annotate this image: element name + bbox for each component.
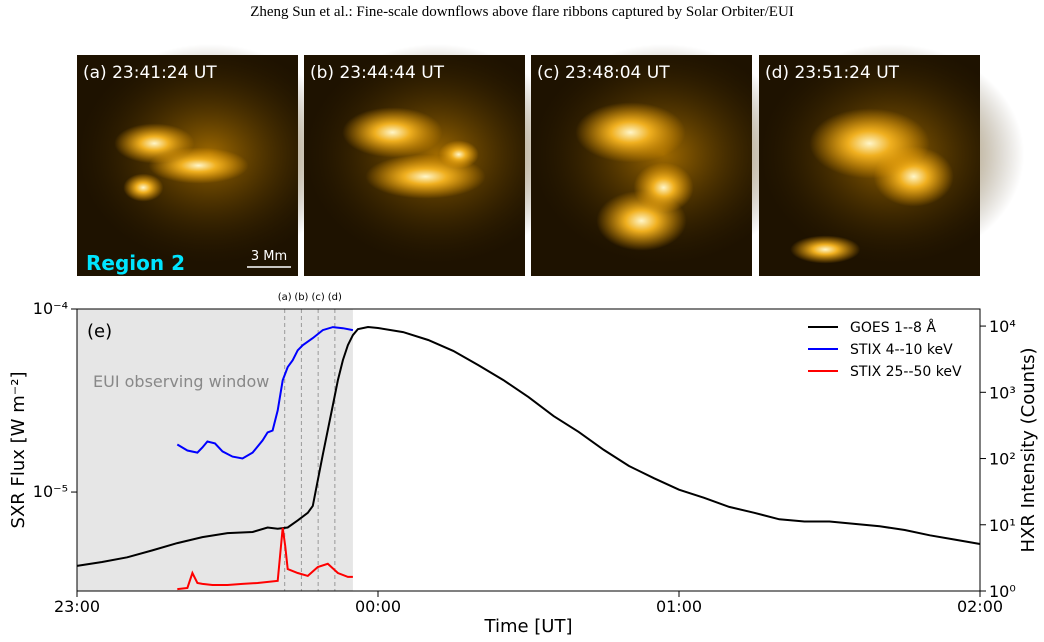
series-line <box>76 325 981 567</box>
marker-label: (d) <box>328 292 342 303</box>
eui-window-shade <box>77 309 353 591</box>
panel-label: (c) 23:48:04 UT <box>537 63 670 83</box>
image-bright <box>790 235 861 264</box>
x-tick-label: 23:00 <box>54 597 100 616</box>
y-tick-label: 10⁻⁵ <box>33 482 68 501</box>
panel-label: (b) 23:44:44 UT <box>310 63 445 83</box>
image-panel: (b) 23:44:44 UT <box>304 43 570 276</box>
image-bright <box>809 108 930 179</box>
image-haze <box>304 43 570 265</box>
annotation: EUI observing window <box>93 372 269 391</box>
image-panel: (a) 23:41:24 UT <box>77 43 343 276</box>
y2-tick-label: 10⁴ <box>989 317 1016 336</box>
x-tick-label: 02:00 <box>957 597 1003 616</box>
image-bright <box>123 173 164 202</box>
legend-label: STIX 25--50 keV <box>850 364 962 380</box>
x-axis-label: Time [UT] <box>484 616 573 637</box>
image-bright <box>633 162 694 213</box>
image-bright <box>438 140 479 169</box>
image-bright <box>342 107 443 158</box>
image-panel: (d) 23:51:24 UT <box>759 43 1025 276</box>
image-bright <box>148 147 249 184</box>
scale-bar-label: 3 Mm <box>251 249 287 264</box>
marker-label: (b) <box>294 292 308 303</box>
legend-label: STIX 4--10 keV <box>850 342 953 358</box>
marker-label: (a) <box>278 292 292 303</box>
x-tick-label: 00:00 <box>355 597 401 616</box>
y-axis-label: SXR Flux [W m⁻²] <box>8 372 29 529</box>
y-tick-label: 10⁻⁴ <box>33 299 68 318</box>
y2-tick-label: 10¹ <box>989 516 1016 535</box>
y2-axis-label: HXR Intensity (Counts) <box>1018 347 1039 552</box>
legend-label: GOES 1--8 Å <box>850 319 936 336</box>
panel-label: (e) <box>87 321 112 342</box>
image-panel: (c) 23:48:04 UT <box>531 43 797 276</box>
series-line <box>176 326 354 460</box>
y2-tick-label: 10⁰ <box>989 582 1016 601</box>
header-title: Zheng Sun et al.: Fine-scale downflows a… <box>250 4 794 20</box>
region-label: Region 2 <box>86 251 185 275</box>
marker-label: (c) <box>311 292 324 303</box>
x-tick-label: 01:00 <box>656 597 702 616</box>
panel-label: (d) 23:51:24 UT <box>765 63 900 83</box>
image-bright <box>575 102 686 163</box>
y2-tick-label: 10³ <box>989 383 1016 402</box>
y2-tick-label: 10² <box>989 450 1016 469</box>
series-line <box>177 527 353 591</box>
plot-frame <box>76 308 981 592</box>
panel-label: (a) 23:41:24 UT <box>83 63 217 83</box>
